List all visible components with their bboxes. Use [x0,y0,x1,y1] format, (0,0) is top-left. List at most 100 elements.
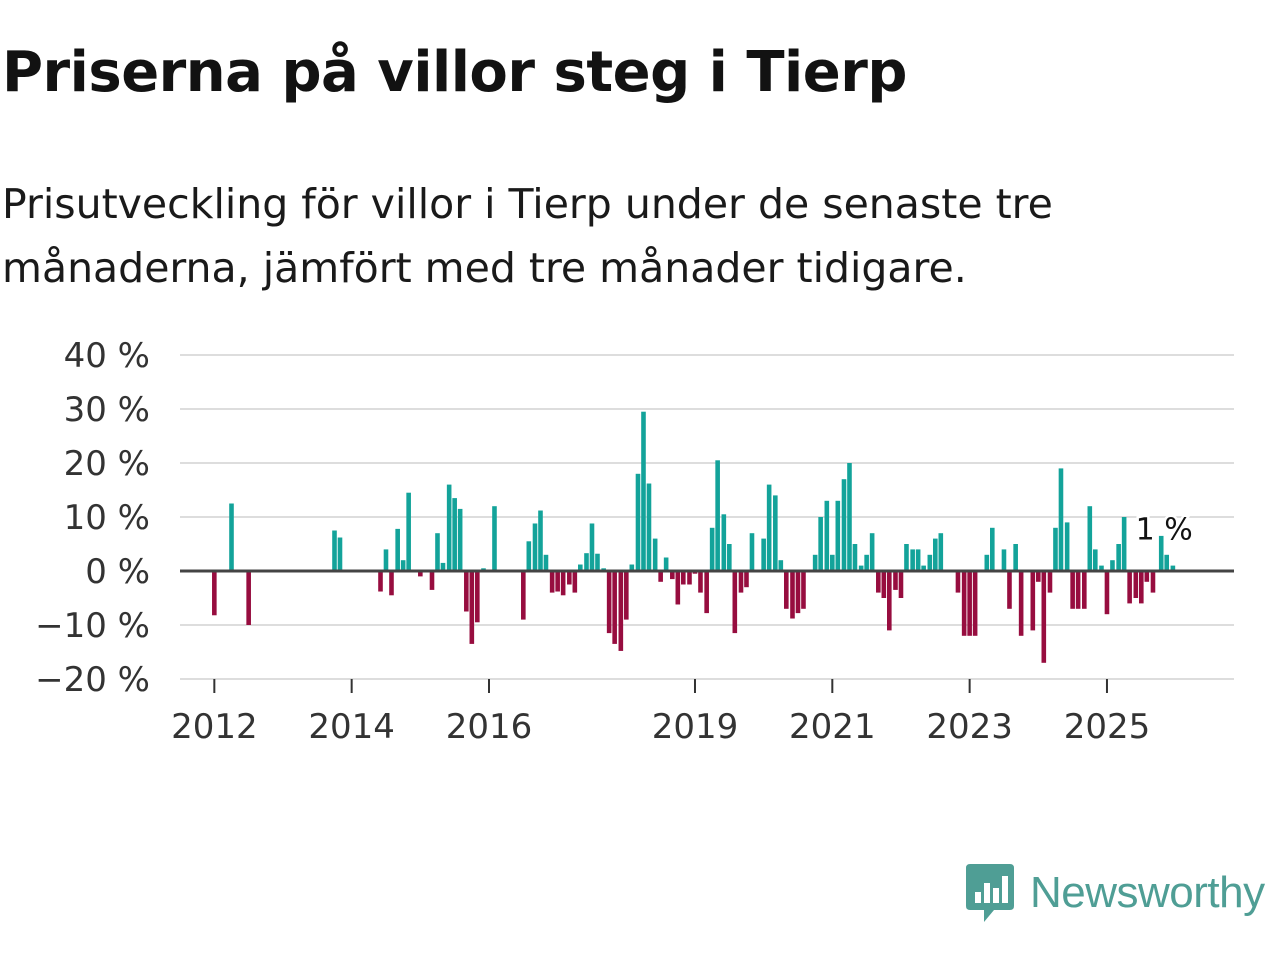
bar-chart: 40 %30 %20 %10 %0 %−10 %−20 % 2012 2014 20… [35,336,1234,747]
bar [1058,468,1064,571]
bar [830,554,835,571]
x-tick-label: 2019 [652,707,739,747]
bar [1064,522,1070,571]
bar [852,544,858,571]
bar [732,571,738,634]
bar [652,538,658,571]
bar [1110,560,1115,571]
bar [933,538,938,571]
bar [761,538,766,571]
bar [784,571,789,609]
latest-value-annotation: 1 % [1136,513,1193,548]
bar [835,500,841,571]
bar [961,571,967,636]
bar [698,571,703,593]
bar [938,533,944,571]
y-tick-label: 40 % [64,336,150,376]
bar [532,523,538,571]
bar [612,571,617,644]
bar [389,571,394,596]
bar [332,530,337,571]
bar [641,411,646,571]
bar [658,571,663,582]
bar [378,571,383,592]
bar [567,571,572,585]
bar [1116,544,1121,571]
y-tick-label: 30 % [64,390,150,430]
bar [858,565,864,571]
bar [1104,571,1110,615]
bar [704,571,709,614]
bar [766,484,772,571]
bar [1053,527,1058,571]
bar [984,554,990,571]
bar [646,483,652,571]
bar [1144,571,1150,582]
newsworthy-logo[interactable]: Newsworthy [964,862,1265,924]
bar [1013,544,1018,571]
bar [629,564,635,571]
bar [727,544,732,571]
bar [578,564,583,571]
bar [1093,549,1098,571]
bar [876,571,881,593]
bar [1133,571,1139,598]
bar [795,571,801,614]
bar [778,560,784,571]
bar [881,571,887,598]
bar [1007,571,1012,609]
bar [606,571,612,634]
chart-subtitle: Prisutveckling för villor i Tierp under … [2,180,1053,292]
bar [864,554,869,571]
bar [337,537,343,571]
bar [893,571,898,590]
bar [904,544,909,571]
bar [1158,535,1164,571]
bar [801,571,806,609]
bar [1041,571,1047,663]
bar [1018,571,1024,636]
bar [229,503,234,571]
bar [1164,554,1170,571]
bar [395,528,400,571]
bar [1150,571,1156,593]
bar [538,510,543,571]
chat-bar-chart-icon [966,864,1014,922]
bar [446,484,452,571]
bar [1075,571,1081,609]
brand-name: Newsworthy [1030,868,1265,917]
bar [670,571,675,580]
bar [543,554,549,571]
bar [435,533,440,571]
bar [440,562,446,571]
bar [475,571,480,623]
bar [927,554,933,571]
bar [1070,571,1075,609]
bar [1127,571,1132,604]
bar [452,498,457,571]
bar [400,560,406,571]
x-tick-label: 2016 [446,707,533,747]
bar [1099,565,1104,571]
bar [818,517,823,571]
bar [967,571,972,636]
bar [990,527,995,571]
gridlines: 40 % 30 % 20 % 10 % 0 % −10 % −20 % [35,336,1234,700]
bar [869,533,875,571]
bar [595,553,600,571]
y-tick-label: −20 % [35,660,150,700]
bar [1001,549,1007,571]
bar [721,514,727,571]
bar [1087,506,1093,571]
bar [1030,571,1036,631]
bar [915,549,921,571]
bar [492,506,497,571]
bar [624,571,629,620]
bar [1082,571,1087,609]
bar [898,571,904,598]
bar [549,571,555,593]
bar [744,571,749,588]
bar [635,473,641,571]
bar [429,571,435,590]
bar [749,533,755,571]
